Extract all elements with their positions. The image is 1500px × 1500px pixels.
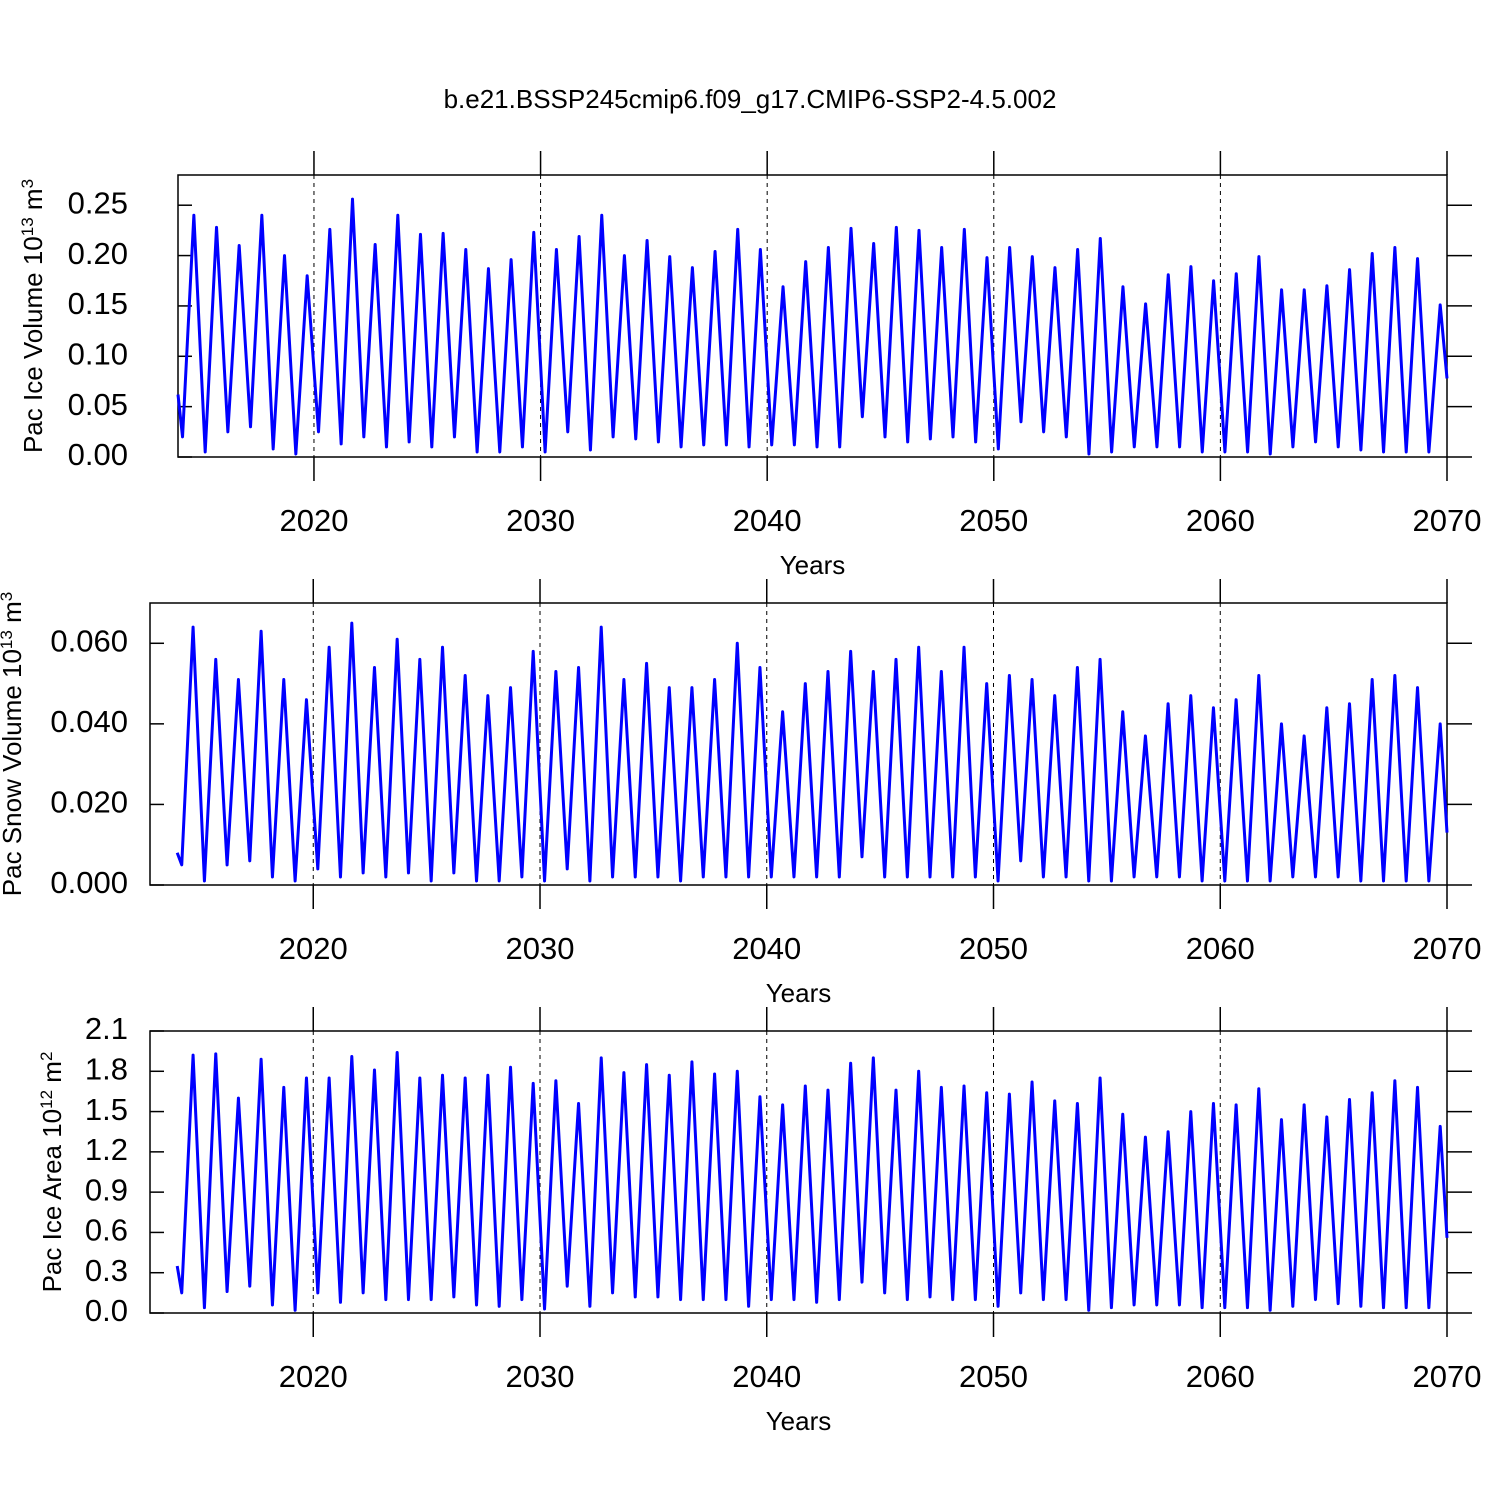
x-tick-label: 2020 <box>279 503 348 538</box>
x-tick-label: 2050 <box>959 1359 1028 1394</box>
y-tick-label: 0.25 <box>68 185 128 220</box>
y-axis-label: Pac Ice Volume 1013 m3 <box>18 179 49 453</box>
y-tick-label: 0.060 <box>50 623 128 658</box>
y-tick-label: 0.000 <box>50 865 128 900</box>
x-tick-label: 2020 <box>279 931 348 966</box>
y-tick-label: 0.0 <box>85 1293 128 1328</box>
x-tick-label: 2070 <box>1413 503 1482 538</box>
y-tick-label: 0.15 <box>68 286 128 321</box>
y-axis-label-exponent: 3 <box>18 179 37 188</box>
x-tick-label: 2040 <box>732 931 801 966</box>
plot-frame <box>177 174 1448 458</box>
x-tick-label: 2030 <box>506 503 575 538</box>
data-line <box>175 1050 1449 1312</box>
y-axis-label-part: Pac Snow Volume 10 <box>0 649 27 896</box>
y-axis-label-exponent: 3 <box>0 592 16 601</box>
x-tick-label: 2060 <box>1186 503 1255 538</box>
x-tick-label: 2030 <box>506 1359 575 1394</box>
y-axis-label: Pac Snow Volume 1013 m3 <box>0 592 27 896</box>
y-tick-label: 0.6 <box>85 1213 128 1248</box>
y-axis-label-part: m <box>18 188 48 217</box>
x-tick-label: 2040 <box>733 503 802 538</box>
x-tick-label: 2020 <box>279 1359 348 1394</box>
y-tick-label: 0.00 <box>68 437 128 472</box>
x-tick-label: 2070 <box>1413 931 1482 966</box>
y-tick-label: 0.3 <box>85 1253 128 1288</box>
y-axis-label-exponent: 13 <box>0 630 16 649</box>
y-axis-label-part: Pac Ice Volume 10 <box>18 236 48 453</box>
y-axis-label-exponent: 2 <box>37 1052 56 1061</box>
y-tick-label: 1.8 <box>85 1051 128 1086</box>
y-tick-label: 0.040 <box>50 704 128 739</box>
x-axis-label: Years <box>766 978 832 1008</box>
x-tick-label: 2040 <box>732 1359 801 1394</box>
y-tick-label: 1.2 <box>85 1132 128 1167</box>
x-axis-label: Years <box>766 1406 832 1436</box>
x-tick-label: 2030 <box>506 931 575 966</box>
y-axis-label-exponent: 12 <box>37 1090 56 1109</box>
x-tick-label: 2060 <box>1186 1359 1255 1394</box>
plot-frame <box>149 602 1448 886</box>
x-axis-label: Years <box>780 550 846 580</box>
y-tick-label: 0.20 <box>68 236 128 271</box>
x-tick-label: 2070 <box>1413 1359 1482 1394</box>
y-axis-label-exponent: 13 <box>18 217 37 236</box>
y-tick-label: 0.9 <box>85 1172 128 1207</box>
y-axis-label-part: m <box>37 1061 67 1090</box>
y-tick-label: 1.5 <box>85 1092 128 1127</box>
y-axis-label-part: m <box>0 601 27 630</box>
y-tick-label: 2.1 <box>85 1011 128 1046</box>
y-axis-label-part: Pac Ice Area 10 <box>37 1109 67 1293</box>
y-tick-label: 0.05 <box>68 387 128 422</box>
chart-title: b.e21.BSSP245cmip6.f09_g17.CMIP6-SSP2-4.… <box>444 84 1057 114</box>
y-axis-label: Pac Ice Area 1012 m2 <box>37 1052 68 1293</box>
x-tick-label: 2060 <box>1186 931 1255 966</box>
y-tick-label: 0.10 <box>68 336 128 371</box>
x-tick-label: 2050 <box>959 931 1028 966</box>
plot-frame <box>149 1030 1448 1314</box>
data-line <box>175 621 1449 883</box>
x-tick-label: 2050 <box>959 503 1028 538</box>
y-tick-label: 0.020 <box>50 785 128 820</box>
data-line <box>176 197 1449 456</box>
